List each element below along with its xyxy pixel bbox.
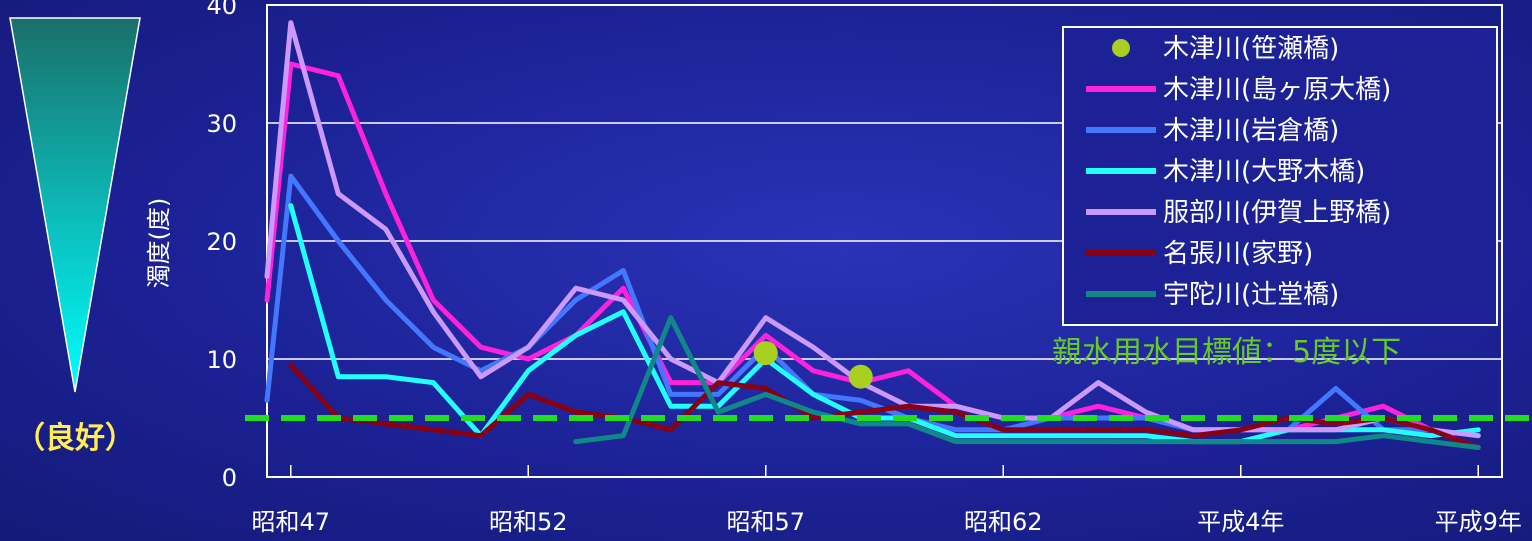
- legend-box: [1062, 26, 1498, 326]
- data-point: [848, 364, 873, 389]
- legend-entry: 木津川(大野木橋): [1163, 157, 1365, 187]
- legend-entry: 木津川(笹瀬橋): [1163, 34, 1339, 64]
- threshold-label: 親水用水目標値：5度以下: [1052, 335, 1401, 370]
- y-tick-label: 40: [206, 0, 237, 20]
- x-axis: 昭和47 昭和52 昭和57 昭和62 平成4年 平成9年: [251, 465, 1522, 536]
- y-axis: 0 10 20 30 40: [206, 0, 237, 492]
- y-tick-label: 10: [206, 346, 237, 374]
- legend-entry: 木津川(岩倉橋): [1163, 116, 1339, 146]
- y-tick-label: 30: [206, 110, 237, 138]
- legend-entry: 木津川(島ヶ原大橋): [1163, 75, 1391, 105]
- data-point: [753, 341, 778, 366]
- series-line-6: [573, 315, 1481, 450]
- x-tick-label: 平成9年: [1435, 508, 1522, 536]
- plot-frame: [266, 4, 1503, 478]
- y-tick-label: 0: [222, 464, 237, 492]
- x-tick-label: 昭和47: [251, 508, 330, 536]
- legend-entry: 名張川(家野): [1163, 239, 1313, 269]
- y-axis-label: 濁度(度): [145, 198, 173, 289]
- legend: 木津川(笹瀬橋) 木津川(島ヶ原大橋) 木津川(岩倉橋) 木津川(大野木橋) 服部川(伊…: [1062, 26, 1498, 326]
- series-markers: [753, 341, 873, 389]
- quality-label: （良好）: [15, 421, 135, 456]
- x-tick-label: 昭和57: [726, 508, 805, 536]
- x-tick-label: 昭和52: [489, 508, 568, 536]
- x-tick-label: 昭和62: [964, 508, 1043, 536]
- x-tick-label: 平成4年: [1197, 508, 1284, 536]
- quality-triangle: [9, 17, 141, 393]
- legend-entry: 宇陀川(辻堂橋): [1163, 280, 1339, 310]
- legend-entry: 服部川(伊賀上野橋): [1163, 198, 1391, 228]
- y-tick-label: 20: [206, 228, 237, 256]
- legend-swatch: [1112, 39, 1130, 57]
